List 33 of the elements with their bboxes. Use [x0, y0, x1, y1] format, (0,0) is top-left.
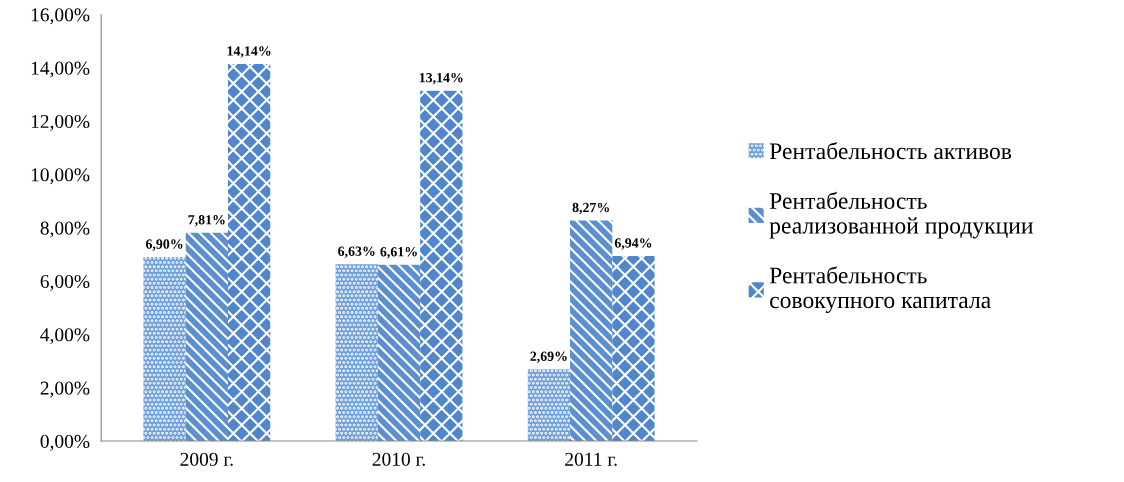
bar — [570, 220, 613, 442]
bar — [612, 256, 655, 442]
y-tick-label: 14,00% — [31, 61, 90, 78]
data-label: 7,81% — [188, 215, 225, 227]
legend-label: Рентабельность реализованной продукции — [769, 191, 1033, 239]
y-tick-label: 8,00% — [40, 221, 90, 238]
y-tick-label: 2,00% — [40, 381, 90, 398]
data-label: 6,63% — [338, 246, 375, 258]
y-tick-label: 10,00% — [31, 168, 90, 185]
y-tick-label: 0,00% — [40, 434, 90, 451]
bar — [335, 264, 378, 442]
bar — [377, 264, 421, 442]
y-tick-label: 16,00% — [31, 8, 90, 25]
data-label: 14,14% — [227, 46, 271, 58]
data-label: 8,27% — [572, 202, 609, 215]
bar — [185, 232, 228, 442]
legend-label: Рентабельность активов — [769, 142, 1012, 160]
data-label: 2,69% — [530, 351, 567, 363]
x-tick-label: 2011 г. — [565, 452, 617, 466]
bar — [227, 64, 271, 442]
y-tick-label: 4,00% — [40, 328, 90, 345]
data-label: 6,94% — [614, 238, 652, 250]
data-label: 13,14% — [419, 72, 463, 85]
bar — [143, 257, 186, 442]
y-tick-label: 12,00% — [31, 114, 90, 131]
y-tick-label: 6,00% — [40, 274, 90, 291]
bar — [420, 90, 463, 442]
legend-label: Рентабельность совокупного капитала — [769, 266, 991, 314]
data-label: 6,61% — [380, 247, 417, 259]
x-tick-label: 2010 г. — [372, 452, 425, 466]
data-label: 6,90% — [145, 239, 183, 251]
x-tick-label: 2009 г. — [180, 452, 233, 466]
bar — [527, 369, 571, 442]
